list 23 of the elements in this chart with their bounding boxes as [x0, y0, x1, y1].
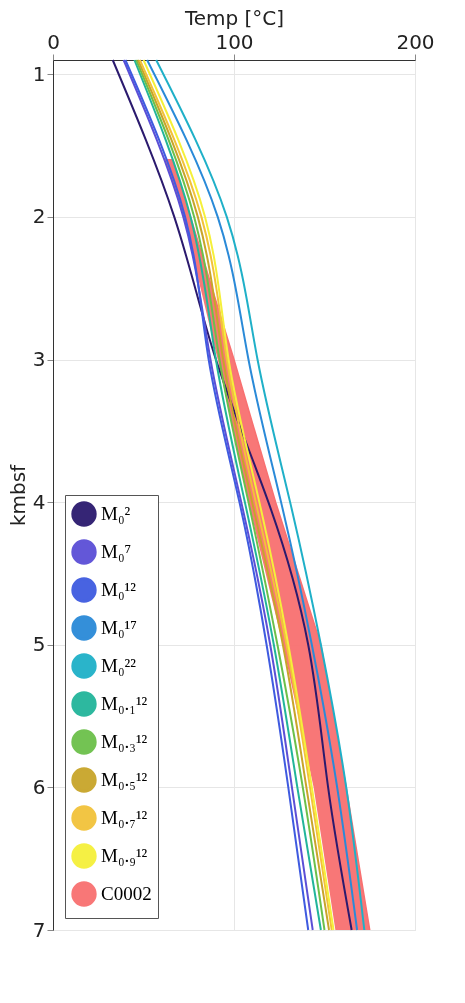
legend-label: M₀¹⁷ [101, 617, 137, 638]
legend-label: M₀² [101, 503, 131, 524]
y-tick-label: 7 [32, 917, 46, 942]
legend-label: M₀.₃¹² [101, 731, 148, 752]
x-tick-label: 100 [215, 29, 254, 54]
x-axis-title: Temp [°C] [183, 5, 285, 30]
legend-label: M₀.₇¹² [101, 807, 148, 828]
legend-label: M₀.₉¹² [101, 845, 148, 866]
y-tick-label: 5 [32, 632, 46, 657]
y-tick-label: 4 [32, 489, 46, 514]
y-axis-title: kmbsf [5, 463, 30, 527]
legend-label: M₀.₅¹² [101, 769, 148, 790]
y-tick-label: 2 [32, 204, 46, 229]
x-tick-label: 0 [47, 29, 60, 54]
y-tick-label: 3 [32, 347, 46, 372]
x-tick-label: 200 [396, 29, 435, 54]
y-tick-label: 6 [32, 774, 46, 799]
legend-label: M₀⁷ [101, 541, 132, 562]
legend-label: C0002 [101, 883, 152, 904]
legend-label: M₀.₁¹² [101, 693, 148, 714]
legend-label: M₀¹² [101, 579, 137, 600]
legend-label: M₀²² [101, 655, 137, 676]
y-tick-label: 1 [32, 61, 46, 86]
